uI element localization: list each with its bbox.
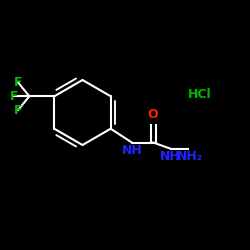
Text: NH: NH (160, 150, 181, 163)
Text: NH: NH (122, 144, 142, 157)
Text: O: O (148, 108, 158, 122)
Text: F: F (14, 104, 22, 117)
Text: F: F (10, 90, 18, 103)
Text: NH₂: NH₂ (176, 150, 203, 163)
Text: F: F (14, 76, 22, 89)
Text: HCl: HCl (188, 88, 212, 102)
